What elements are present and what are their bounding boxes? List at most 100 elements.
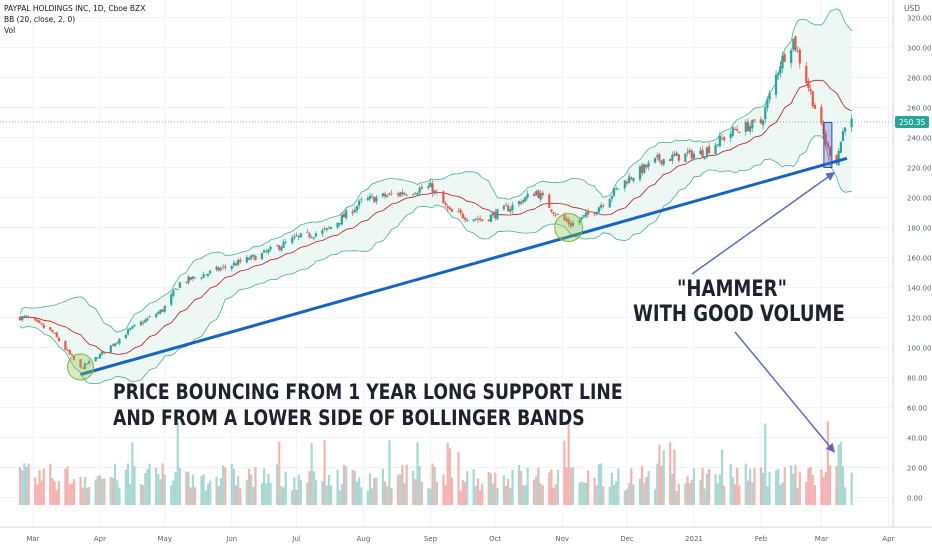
volume-bar [550, 469, 553, 505]
candle-body [517, 201, 521, 205]
volume-bar [638, 478, 642, 505]
volume-bar [221, 465, 225, 505]
candle-body [267, 249, 270, 253]
candle-body [36, 319, 39, 322]
price-tick-label: 240.00 [907, 135, 932, 143]
time-tick-label: Dec [620, 535, 634, 543]
candle-body [684, 153, 687, 162]
volume-bar [647, 471, 650, 505]
volume-bar [811, 474, 814, 505]
candle-body [163, 305, 166, 312]
candle-body [414, 193, 417, 194]
volume-bar [263, 468, 266, 505]
price-tick-label: 260.00 [907, 105, 932, 113]
volume-bar [729, 464, 732, 505]
volume-bar [252, 487, 255, 505]
volume-bar [403, 483, 406, 505]
candle-body [820, 107, 823, 124]
candle-body [172, 290, 175, 296]
volume-bar [118, 488, 121, 505]
volume-bar [433, 466, 436, 505]
volume-bar [535, 475, 538, 505]
candle-body [51, 330, 54, 333]
candle-body [761, 120, 765, 125]
volume-bar [146, 468, 149, 505]
candle-body [342, 213, 346, 218]
price-tick-label: 40.00 [907, 435, 927, 443]
volume-bar [749, 468, 752, 505]
volume-bar [133, 466, 136, 505]
volume-bar [405, 464, 408, 505]
volume-bar [390, 487, 393, 505]
candle-body [759, 119, 763, 124]
candle-body [155, 314, 158, 318]
candle-body [774, 74, 778, 95]
candle-body [707, 146, 711, 153]
candle-body [433, 190, 436, 194]
candle-body [159, 309, 162, 314]
candle-body [615, 187, 618, 190]
candle-body [524, 196, 527, 202]
candle-body [358, 200, 361, 206]
candle-body [677, 154, 680, 161]
volume-bar [779, 484, 782, 505]
volume-bar [340, 484, 343, 505]
candle-body [535, 191, 538, 196]
time-tick-label: Nov [555, 535, 569, 543]
candle-body [109, 345, 112, 353]
candle-body [459, 209, 462, 213]
bollinger-bands [19, 8, 852, 385]
candle-body [729, 133, 732, 139]
volume-bar [565, 467, 568, 505]
candle-body [260, 253, 264, 260]
volume-bar [314, 479, 318, 505]
bb-indicator-legend[interactable]: BB (20, close, 2, 0) [4, 15, 76, 24]
candle-body [813, 104, 817, 109]
candle-body [245, 257, 248, 263]
candle-body [597, 207, 601, 213]
volume-bar [582, 482, 585, 505]
volume-bar [267, 473, 270, 505]
volume-bar [759, 467, 763, 505]
volume-bar [625, 488, 629, 505]
candle-body [496, 209, 499, 220]
candle-body [338, 223, 341, 225]
volume-bar [641, 465, 644, 505]
volume-bar [174, 471, 177, 505]
volume-bar [299, 479, 302, 505]
candle-body [399, 192, 402, 197]
candle-body [42, 324, 45, 328]
volume-bar [40, 480, 43, 505]
candle-body [116, 342, 119, 344]
candle-body [390, 193, 393, 195]
time-tick-label: Apr [94, 535, 106, 543]
volume-bar [282, 487, 285, 505]
candle-body [306, 231, 309, 233]
volume-bar [723, 485, 726, 505]
candle-body [66, 349, 69, 351]
candle-body [578, 219, 581, 223]
candle-body [284, 241, 287, 243]
candle-body [749, 126, 752, 132]
arrow-to-volume-icon [734, 331, 835, 453]
candle-body [327, 227, 331, 229]
volume-bar [567, 423, 570, 505]
candle-body [716, 144, 719, 146]
volume-bar [824, 471, 827, 505]
volume-legend[interactable]: Vol [4, 26, 16, 35]
volume-bar [602, 486, 605, 505]
candle-body [502, 205, 505, 210]
volume-bar [718, 474, 721, 505]
volume-bar [142, 485, 145, 505]
candle-body [582, 215, 585, 217]
volume-bar [822, 476, 825, 505]
candle-body [79, 359, 82, 368]
candle-body [733, 129, 737, 130]
candle-body [653, 157, 657, 163]
candle-body [731, 127, 734, 136]
symbol-legend[interactable]: PAYPAL HOLDINGS INC, 1D, Cboe BZX [4, 4, 146, 13]
volume-bar [662, 450, 665, 505]
volume-bar [25, 467, 28, 505]
volume-bar [23, 463, 26, 505]
